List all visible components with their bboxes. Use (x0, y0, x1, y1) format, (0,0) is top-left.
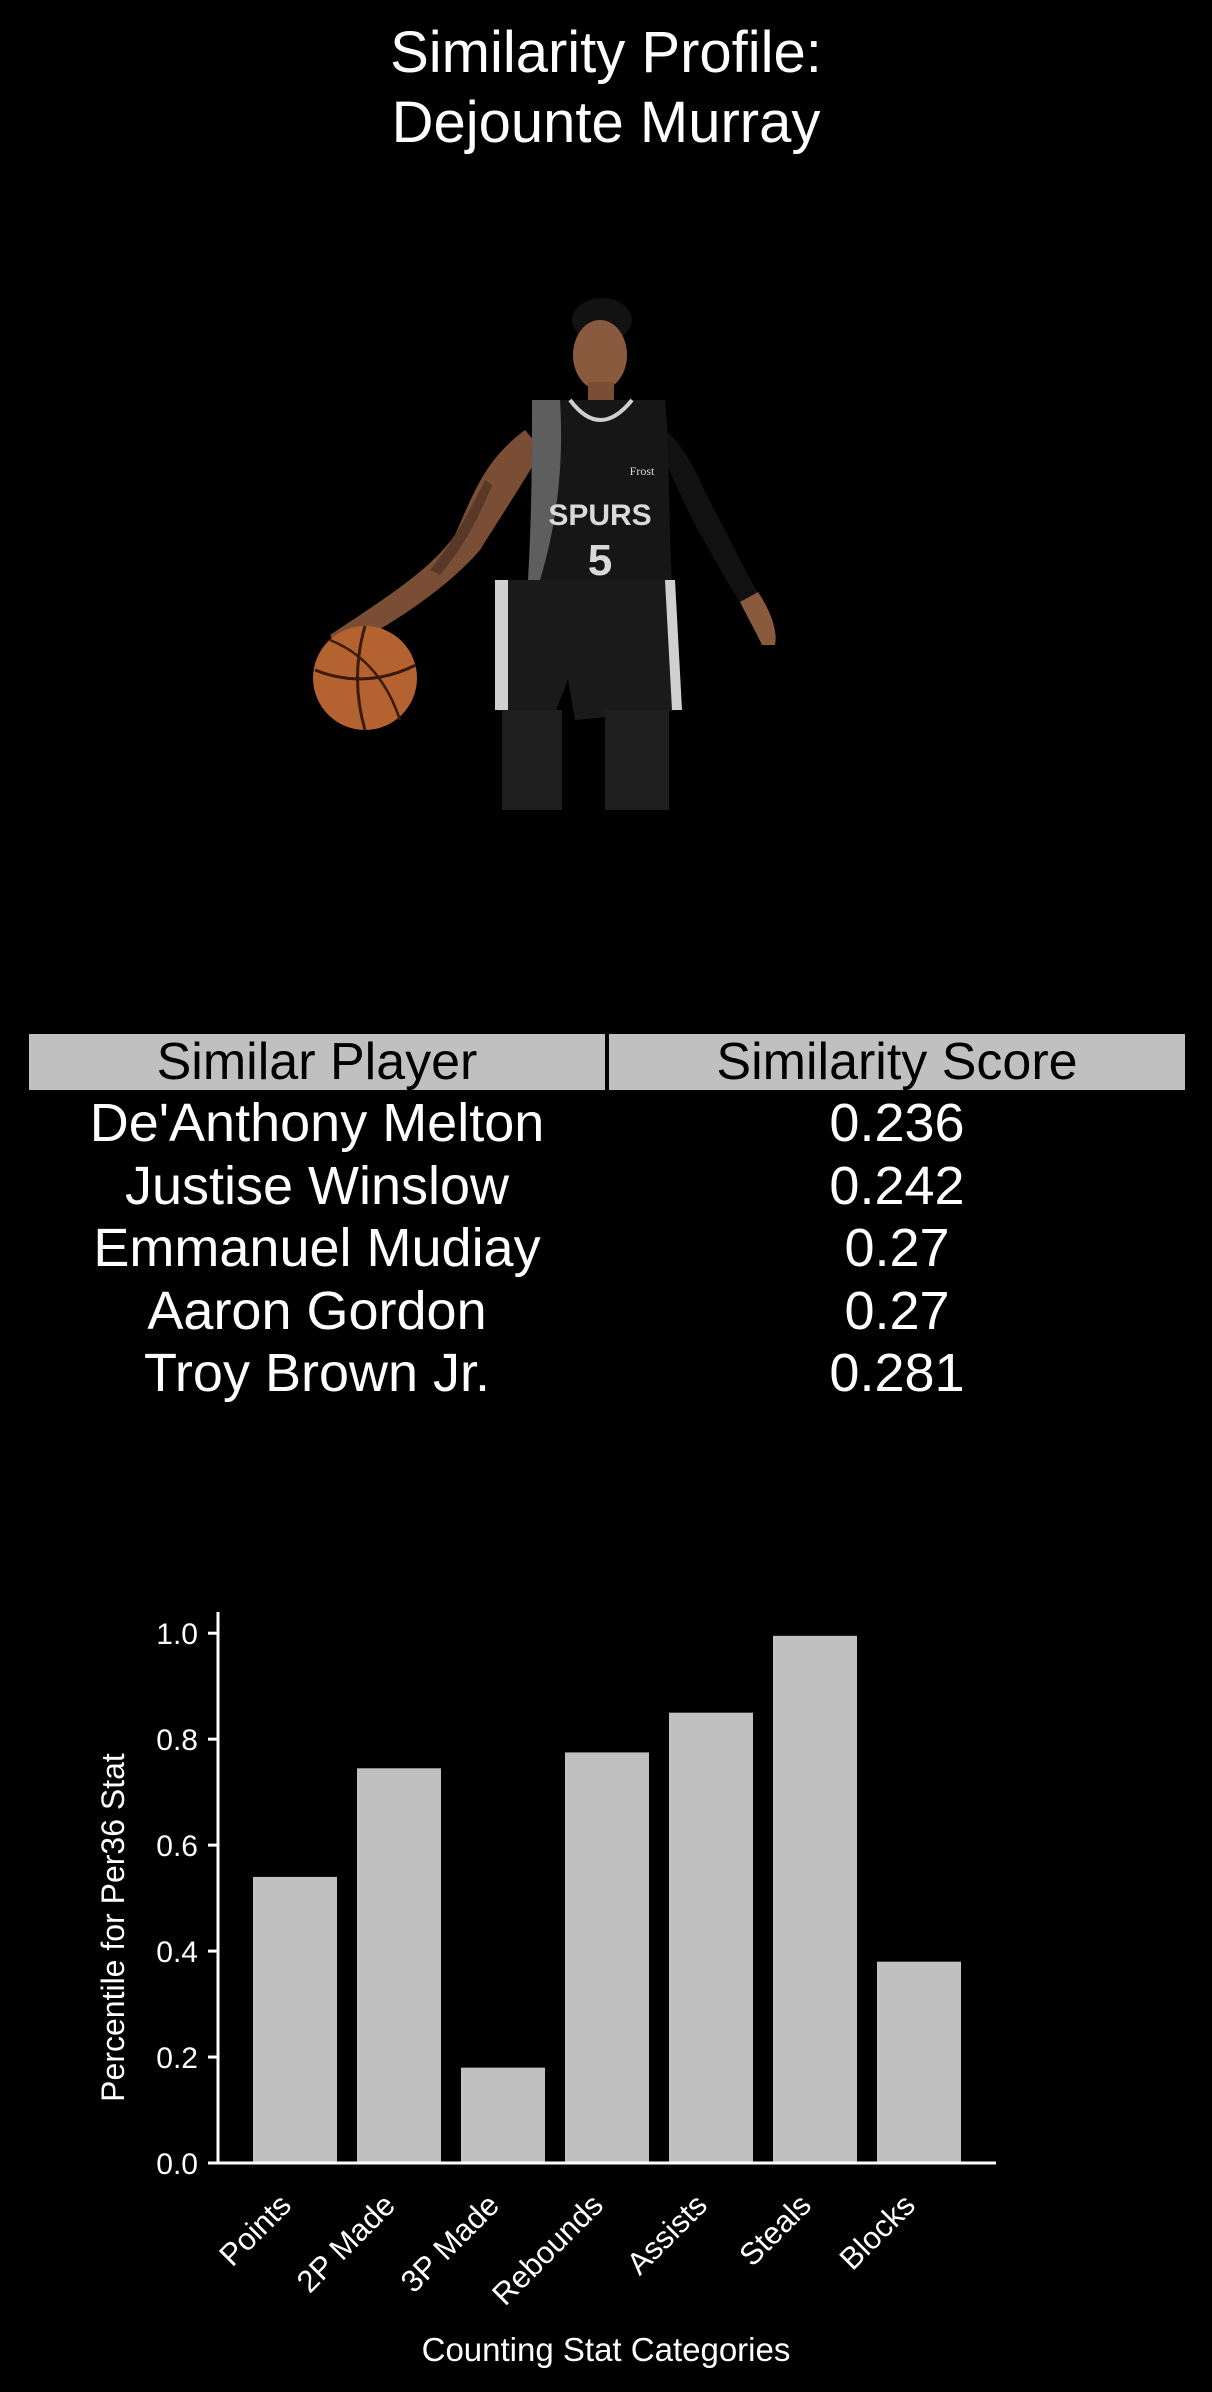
y-tick-label: 0.0 (156, 2148, 198, 2181)
table-header: Similar Player Similarity Score (27, 1032, 1187, 1092)
table-row: Justise Winslow 0.242 (27, 1155, 1187, 1218)
page-title: Similarity Profile: Dejounte Murray (0, 18, 1212, 158)
y-tick-label: 0.4 (156, 1936, 198, 1969)
bar-2p-made (357, 1768, 441, 2163)
similarity-score: 0.236 (829, 1093, 965, 1153)
x-tick-label: Assists (620, 2187, 714, 2281)
y-tick-label: 0.8 (156, 1724, 198, 1757)
jersey-number: 5 (588, 536, 612, 585)
player-photo: SPURS 5 Frost (313, 298, 776, 810)
x-tick-label: Rebounds (485, 2187, 610, 2312)
table-row: Emmanuel Mudiay 0.27 (27, 1217, 1187, 1280)
similarity-score: 0.242 (829, 1155, 965, 1216)
jersey-sponsor: Frost (630, 464, 655, 478)
bar-blocks (877, 1961, 961, 2163)
bar-points (253, 1876, 337, 2163)
header-similarity-score: Similarity Score (607, 1032, 1187, 1092)
player-name: Justise Winslow (124, 1155, 510, 1216)
similarity-score: 0.281 (829, 1343, 965, 1403)
player-name: De'Anthony Melton (89, 1093, 545, 1153)
table-row: Aaron Gordon 0.27 (27, 1280, 1187, 1343)
table-row: Troy Brown Jr. 0.281 (27, 1342, 1187, 1405)
player-name: Aaron Gordon (147, 1280, 487, 1341)
x-tick-label: 2P Made (290, 2187, 402, 2299)
header-similar-player: Similar Player (27, 1032, 607, 1092)
x-tick-label: Points (212, 2187, 298, 2273)
x-axis-label: Counting Stat Categories (422, 2331, 791, 2368)
jersey-text: SPURS (548, 499, 651, 532)
chart-bars (253, 1635, 961, 2163)
similarity-score: 0.27 (844, 1280, 950, 1341)
bar-rebounds (565, 1752, 649, 2163)
title-line-1: Similarity Profile: (390, 20, 822, 85)
y-tick-label: 1.0 (156, 1618, 198, 1651)
x-tick-label: Blocks (833, 2187, 922, 2276)
bar-3p-made (461, 2067, 545, 2163)
y-tick-label: 0.6 (156, 1830, 198, 1863)
title-line-2: Dejounte Murray (391, 90, 821, 155)
y-tick-label: 0.2 (156, 2042, 198, 2075)
x-tick-label: Steals (732, 2187, 818, 2273)
y-axis-ticks: 0.0 0.2 0.4 0.6 0.8 1.0 (156, 1618, 218, 2181)
player-name: Emmanuel Mudiay (93, 1218, 541, 1278)
player-name: Troy Brown Jr. (143, 1343, 491, 1403)
bar-steals (773, 1635, 857, 2163)
table-row: De'Anthony Melton 0.236 (27, 1092, 1187, 1155)
bar-assists (669, 1712, 753, 2163)
similarity-table: Similar Player Similarity Score De'Antho… (27, 1032, 1187, 1405)
similarity-score: 0.27 (844, 1218, 950, 1278)
y-axis-label: Percentile for Per36 Stat (95, 1753, 131, 2102)
